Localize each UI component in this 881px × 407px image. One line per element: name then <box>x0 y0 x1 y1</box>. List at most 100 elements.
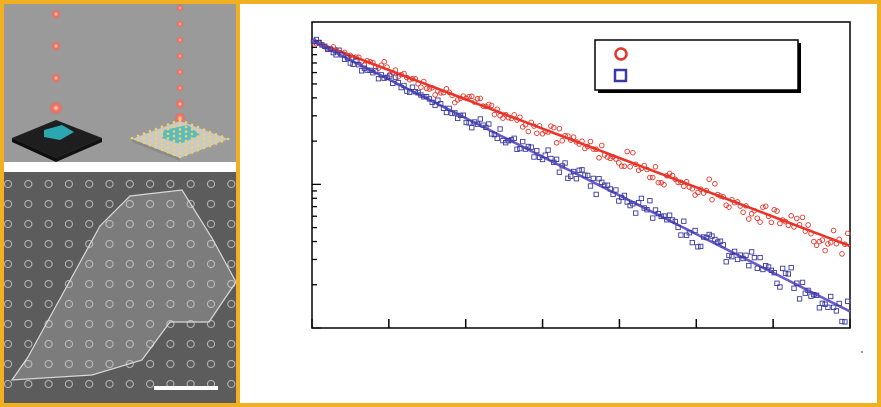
data-point-square <box>576 167 582 173</box>
nanodisk <box>64 239 74 249</box>
data-point-square <box>833 308 840 314</box>
data-point-square <box>635 199 642 206</box>
data-point-circle <box>412 75 419 82</box>
nanodisk <box>227 179 236 189</box>
data-point-square <box>830 304 837 311</box>
data-point-circle <box>553 140 560 146</box>
nanodisk <box>166 179 175 189</box>
data-point-square <box>726 252 732 259</box>
nanodisk <box>227 359 236 369</box>
nanodisk <box>145 299 155 309</box>
nanodisk <box>44 259 53 269</box>
data-point-circle <box>556 125 563 132</box>
data-point-square <box>390 80 396 87</box>
data-point-square <box>505 138 512 144</box>
data-point-circle <box>754 215 761 221</box>
data-point-circle <box>647 174 653 181</box>
nanodisk <box>186 219 195 229</box>
data-point-circle <box>392 67 399 73</box>
pillar <box>184 144 188 147</box>
data-point-circle <box>675 179 681 186</box>
pillar <box>178 118 182 122</box>
data-point-square <box>731 248 738 255</box>
data-point-circle <box>367 59 373 65</box>
pillar <box>154 127 158 131</box>
nanodisk <box>64 199 74 209</box>
data-point-square <box>791 285 797 291</box>
pillar <box>178 151 182 154</box>
nanodisk <box>64 319 74 329</box>
data-point-circle <box>805 222 811 228</box>
data-point-square <box>813 292 820 298</box>
pillar <box>178 146 182 150</box>
data-point-square <box>652 207 659 213</box>
data-point-circle <box>833 240 840 247</box>
data-point-square <box>780 265 786 272</box>
data-point-square <box>477 116 483 122</box>
pillar <box>196 130 200 134</box>
nanodisk <box>166 319 175 329</box>
nanodisk <box>186 359 195 369</box>
data-point-circle <box>844 230 851 237</box>
data-point-square <box>723 259 729 265</box>
nanodisk <box>166 239 175 249</box>
data-point-square <box>678 232 684 238</box>
data-point-square <box>607 186 613 192</box>
nanodisk <box>145 259 155 269</box>
nanodisk <box>4 359 13 369</box>
pillar <box>196 125 200 129</box>
pillar <box>178 141 182 145</box>
pillar <box>178 123 182 126</box>
data-point-square <box>633 210 639 216</box>
data-point-square <box>788 265 794 271</box>
pillar <box>148 130 152 133</box>
data-point-circle <box>466 93 472 100</box>
pillar <box>172 134 176 138</box>
data-point-square <box>802 290 808 296</box>
data-point-circle <box>624 148 630 155</box>
illustration-panel <box>4 4 236 162</box>
pillar <box>190 142 194 145</box>
pillar <box>190 137 194 140</box>
data-point-circle <box>548 123 554 129</box>
pillar <box>184 139 188 143</box>
data-point-circle <box>616 160 622 166</box>
data-point-circle <box>743 203 749 209</box>
nanodisk <box>145 279 155 289</box>
data-point-square <box>528 144 534 150</box>
pillar <box>172 130 176 133</box>
pillar <box>190 123 194 127</box>
nanodisk <box>166 359 175 369</box>
nanodisk <box>145 199 155 209</box>
nanodisk <box>85 219 94 229</box>
pillar <box>202 142 206 145</box>
data-point-circle <box>692 192 698 198</box>
nanodisk <box>4 279 13 289</box>
data-point-square <box>534 147 540 154</box>
nanodisk <box>105 379 114 389</box>
data-point-circle <box>449 92 455 99</box>
data-point-circle <box>494 106 500 112</box>
data-point-square <box>562 160 568 166</box>
data-point-square <box>353 58 359 64</box>
data-point-square <box>825 304 831 310</box>
data-point-square <box>638 195 645 202</box>
pillar <box>220 135 224 138</box>
nanodisk <box>44 239 53 249</box>
nanodisk <box>206 319 216 329</box>
nanodisk <box>125 379 134 389</box>
data-point-square <box>579 167 585 173</box>
pillar <box>160 148 164 152</box>
nanodisk <box>227 239 236 249</box>
nanodisk <box>85 179 94 189</box>
data-point-circle <box>350 54 356 61</box>
data-point-circle <box>463 95 469 102</box>
data-point-square <box>842 319 848 325</box>
data-point-square <box>373 68 379 74</box>
nanodisk <box>105 339 114 349</box>
data-point-circle <box>604 154 611 160</box>
data-point-circle <box>409 75 416 82</box>
data-point-circle <box>443 86 450 92</box>
pillar <box>220 140 224 143</box>
nanodisk <box>4 379 13 389</box>
